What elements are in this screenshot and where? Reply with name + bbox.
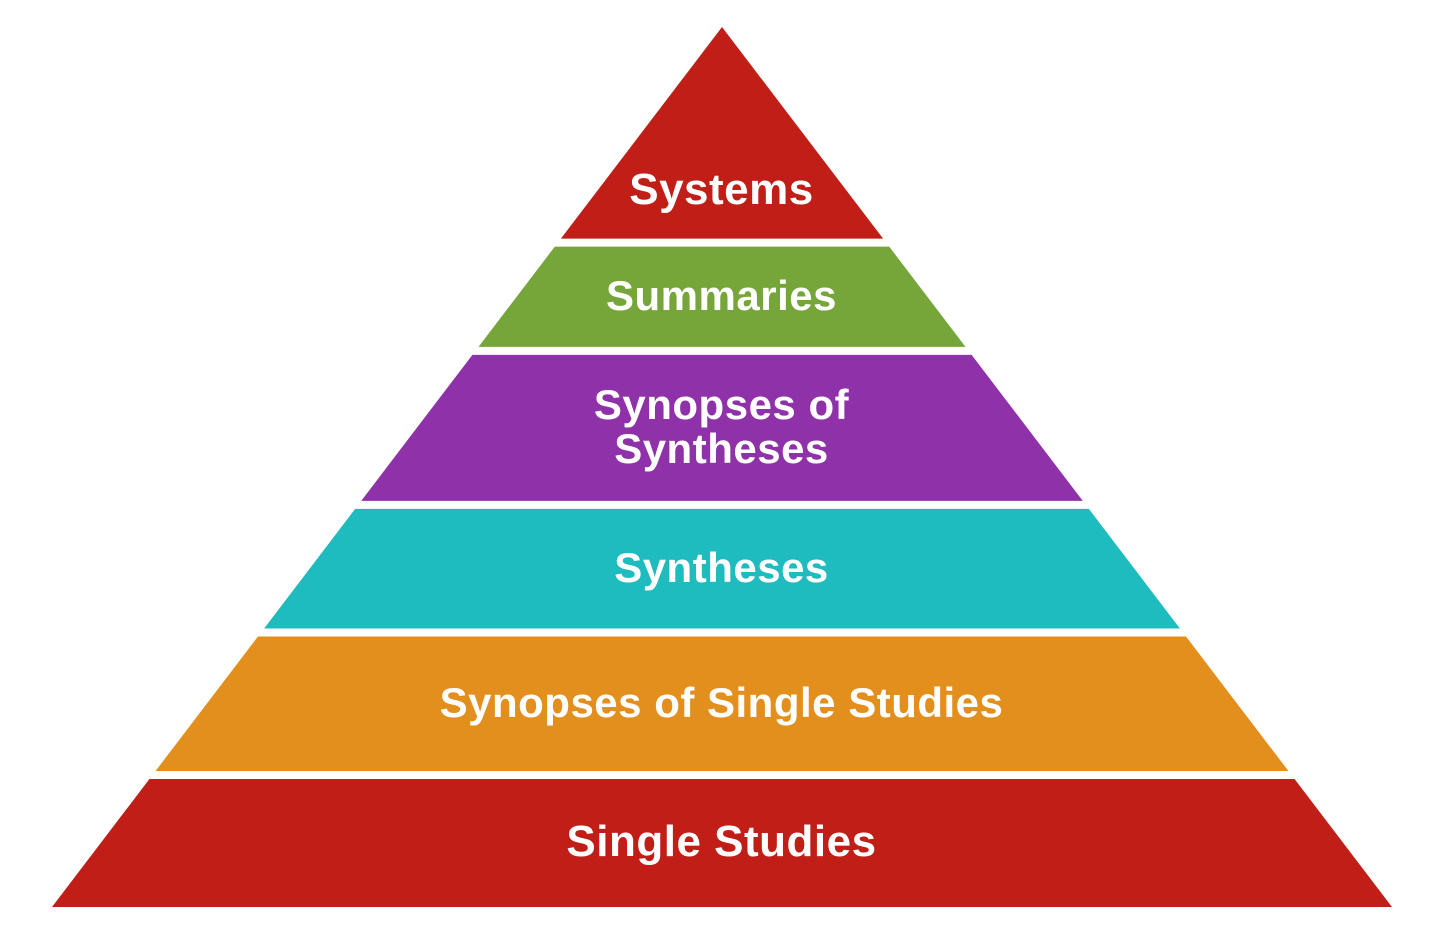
pyramid-diagram: SystemsSummariesSynopses of SynthesesSyn… (52, 27, 1392, 907)
pyramid-level-1 (478, 246, 965, 346)
pyramid-level-2 (361, 354, 1083, 500)
pyramid-level-5 (52, 779, 1392, 907)
pyramid-level-4 (155, 636, 1288, 771)
pyramid-svg (52, 27, 1392, 907)
pyramid-level-3 (264, 508, 1180, 628)
pyramid-level-0 (560, 27, 882, 239)
